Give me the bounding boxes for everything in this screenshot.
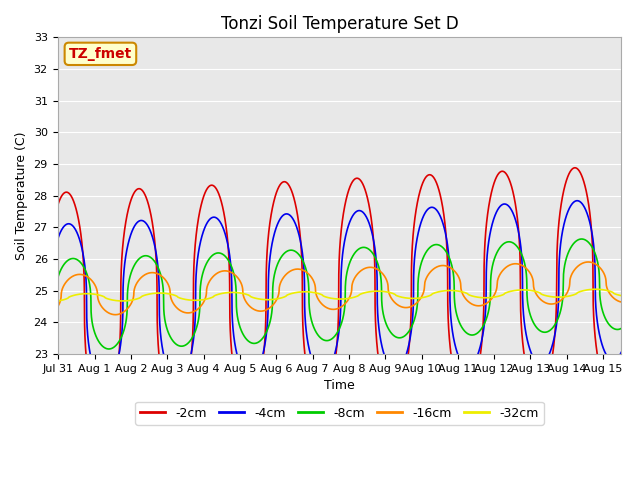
-2cm xyxy=(467,390,475,396)
-8cm xyxy=(380,314,388,320)
Legend: -2cm, -4cm, -8cm, -16cm, -32cm: -2cm, -4cm, -8cm, -16cm, -32cm xyxy=(135,402,543,424)
-16cm xyxy=(36,313,44,319)
-16cm xyxy=(467,300,475,306)
-4cm xyxy=(100,381,108,386)
Line: -32cm: -32cm xyxy=(40,289,621,301)
Y-axis label: Soil Temperature (C): Soil Temperature (C) xyxy=(15,132,28,260)
-4cm xyxy=(36,376,44,382)
-2cm xyxy=(247,404,255,410)
-4cm xyxy=(573,198,581,204)
-16cm xyxy=(380,273,388,278)
-16cm xyxy=(618,299,625,305)
-32cm xyxy=(36,298,44,303)
-32cm xyxy=(498,292,506,298)
-2cm xyxy=(36,397,44,403)
-8cm xyxy=(578,236,586,242)
-2cm xyxy=(618,369,625,375)
Title: Tonzi Soil Temperature Set D: Tonzi Soil Temperature Set D xyxy=(221,15,458,33)
-2cm xyxy=(99,412,106,418)
-4cm xyxy=(247,374,255,380)
-2cm xyxy=(498,168,506,174)
-2cm xyxy=(65,191,73,196)
-16cm xyxy=(247,304,255,310)
-32cm xyxy=(406,295,413,301)
-16cm xyxy=(39,313,47,319)
-32cm xyxy=(380,288,388,294)
-32cm xyxy=(46,299,54,304)
-8cm xyxy=(498,242,506,248)
Line: -16cm: -16cm xyxy=(40,262,621,316)
-16cm xyxy=(498,268,506,274)
-4cm xyxy=(467,363,475,369)
-4cm xyxy=(65,221,73,227)
-32cm xyxy=(467,293,475,299)
Line: -8cm: -8cm xyxy=(40,239,621,351)
-8cm xyxy=(65,257,73,263)
-8cm xyxy=(618,325,625,331)
-4cm xyxy=(406,339,413,345)
Line: -2cm: -2cm xyxy=(40,168,621,415)
-8cm xyxy=(467,332,475,338)
-8cm xyxy=(406,328,413,334)
-4cm xyxy=(498,202,506,208)
-32cm xyxy=(592,287,600,292)
-8cm xyxy=(36,348,44,354)
-16cm xyxy=(406,304,413,310)
X-axis label: Time: Time xyxy=(324,379,355,392)
-2cm xyxy=(380,384,388,390)
Text: TZ_fmet: TZ_fmet xyxy=(69,47,132,61)
-32cm xyxy=(618,293,625,299)
-8cm xyxy=(246,340,254,346)
-2cm xyxy=(571,165,579,171)
Line: -4cm: -4cm xyxy=(40,201,621,384)
-4cm xyxy=(380,351,388,357)
-32cm xyxy=(247,294,255,300)
-2cm xyxy=(406,340,413,346)
-16cm xyxy=(584,259,592,265)
-4cm xyxy=(618,349,625,355)
-32cm xyxy=(65,294,73,300)
-16cm xyxy=(65,276,73,281)
